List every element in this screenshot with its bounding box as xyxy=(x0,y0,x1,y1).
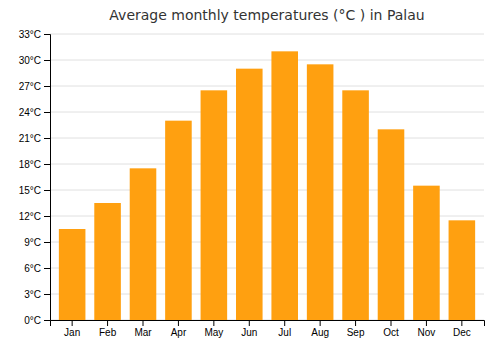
bar xyxy=(413,186,440,320)
y-tick: 33°C xyxy=(19,29,50,40)
chart: Jan Feb Mar Apr May Jun Jul Aug Sep Oct Nov Dec 0°C 3… xyxy=(0,0,500,350)
y-tick: 9°C xyxy=(24,237,50,248)
bar xyxy=(165,121,192,320)
bar xyxy=(378,129,405,320)
grid-line xyxy=(50,164,484,165)
x-tick-mark xyxy=(320,320,321,326)
bar xyxy=(271,51,298,320)
y-tick-mark xyxy=(44,60,50,61)
y-tick-label: 30°C xyxy=(19,55,41,66)
bar xyxy=(342,90,369,320)
x-tick-mark xyxy=(249,320,250,326)
y-tick-label: 0°C xyxy=(24,315,41,326)
y-tick-mark xyxy=(44,294,50,295)
x-tick-mark xyxy=(72,320,73,326)
x-tick-mark xyxy=(143,320,144,326)
y-tick: 3°C xyxy=(24,289,50,300)
x-tick-mark xyxy=(355,320,356,326)
bar xyxy=(94,203,121,320)
grid-line xyxy=(50,34,484,35)
x-tick-label: Oct xyxy=(383,327,399,338)
y-tick-mark xyxy=(44,190,50,191)
y-tick: 0°C xyxy=(24,315,50,326)
y-tick-label: 9°C xyxy=(24,237,41,248)
x-tick: May xyxy=(204,320,223,338)
y-tick: 18°C xyxy=(19,159,50,170)
grid-line xyxy=(50,138,484,139)
y-tick: 21°C xyxy=(19,133,50,144)
y-tick-mark xyxy=(44,86,50,87)
x-tick: Feb xyxy=(99,320,117,338)
y-tick-label: 18°C xyxy=(19,159,41,170)
x-tick-label: Jul xyxy=(278,327,291,338)
x-tick-mark xyxy=(107,320,108,326)
bar xyxy=(130,168,157,320)
x-tick-mark xyxy=(426,320,427,326)
x-tick-mark xyxy=(178,320,179,326)
x-tick: Nov xyxy=(418,320,436,338)
y-tick: 12°C xyxy=(19,211,50,222)
y-tick: 24°C xyxy=(19,107,50,118)
bar xyxy=(59,229,86,320)
y-tick-mark xyxy=(44,216,50,217)
x-tick: Jun xyxy=(241,320,257,338)
y-tick-mark xyxy=(44,34,50,35)
x-tick-mark xyxy=(213,320,214,326)
x-tick: Oct xyxy=(383,320,399,338)
y-tick-mark xyxy=(44,138,50,139)
y-axis-line xyxy=(44,35,51,321)
x-axis-line xyxy=(51,321,485,327)
x-tick: Dec xyxy=(453,320,471,338)
y-tick: 15°C xyxy=(19,185,50,196)
x-tick: Aug xyxy=(311,320,329,338)
x-tick: Apr xyxy=(171,320,187,338)
x-tick-mark xyxy=(284,320,285,326)
y-tick-mark xyxy=(44,268,50,269)
y-tick: 27°C xyxy=(19,81,50,92)
x-tick: Jul xyxy=(278,320,291,338)
y-tick-mark xyxy=(44,112,50,113)
x-tick: Mar xyxy=(134,320,152,338)
y-tick-label: 33°C xyxy=(19,29,41,40)
title: Average monthly temperatures (°C ) in Pa… xyxy=(109,7,424,23)
y-tick-label: 21°C xyxy=(19,133,41,144)
x-tick-label: Sep xyxy=(347,327,365,338)
y-tick-label: 24°C xyxy=(19,107,41,118)
grid-line xyxy=(50,60,484,61)
bar xyxy=(449,220,476,320)
x-tick-label: Apr xyxy=(171,327,187,338)
x-tick-label: Aug xyxy=(311,327,329,338)
y-tick-label: 15°C xyxy=(19,185,41,196)
y-tick-label: 6°C xyxy=(24,263,41,274)
y-tick-mark xyxy=(44,242,50,243)
y-tick: 6°C xyxy=(24,263,50,274)
x-tick-label: Mar xyxy=(134,327,152,338)
bar xyxy=(307,64,334,320)
x-tick-mark xyxy=(461,320,462,326)
x-tick-label: Feb xyxy=(99,327,117,338)
plot: Jan Feb Mar Apr May Jun Jul Aug Sep Oct Nov Dec 0°C 3… xyxy=(19,29,485,338)
x-tick-mark xyxy=(391,320,392,326)
y-tick-mark xyxy=(44,320,50,321)
x-tick-label: Jan xyxy=(64,327,80,338)
x-tick-label: Nov xyxy=(418,327,436,338)
bars xyxy=(59,51,475,320)
x-tick-label: Dec xyxy=(453,327,471,338)
bar xyxy=(201,90,228,320)
x-tick: Sep xyxy=(347,320,365,338)
x-axis: Jan Feb Mar Apr May Jun Jul Aug Sep Oct Nov Dec xyxy=(51,320,485,338)
grid-line xyxy=(50,86,484,87)
x-tick-label: May xyxy=(204,327,223,338)
x-tick-label: Jun xyxy=(241,327,257,338)
y-tick-label: 3°C xyxy=(24,289,41,300)
bar xyxy=(236,69,263,320)
y-axis: 0°C 3°C 6°C 9°C 12°C 15°C 18°C 21°C 24°C 27°C 30°C… xyxy=(19,29,51,326)
x-tick: Jan xyxy=(64,320,80,338)
y-tick-label: 27°C xyxy=(19,81,41,92)
y-tick-mark xyxy=(44,164,50,165)
y-tick-label: 12°C xyxy=(19,211,41,222)
grid-line xyxy=(50,112,484,113)
y-tick: 30°C xyxy=(19,55,50,66)
grid xyxy=(50,34,484,320)
